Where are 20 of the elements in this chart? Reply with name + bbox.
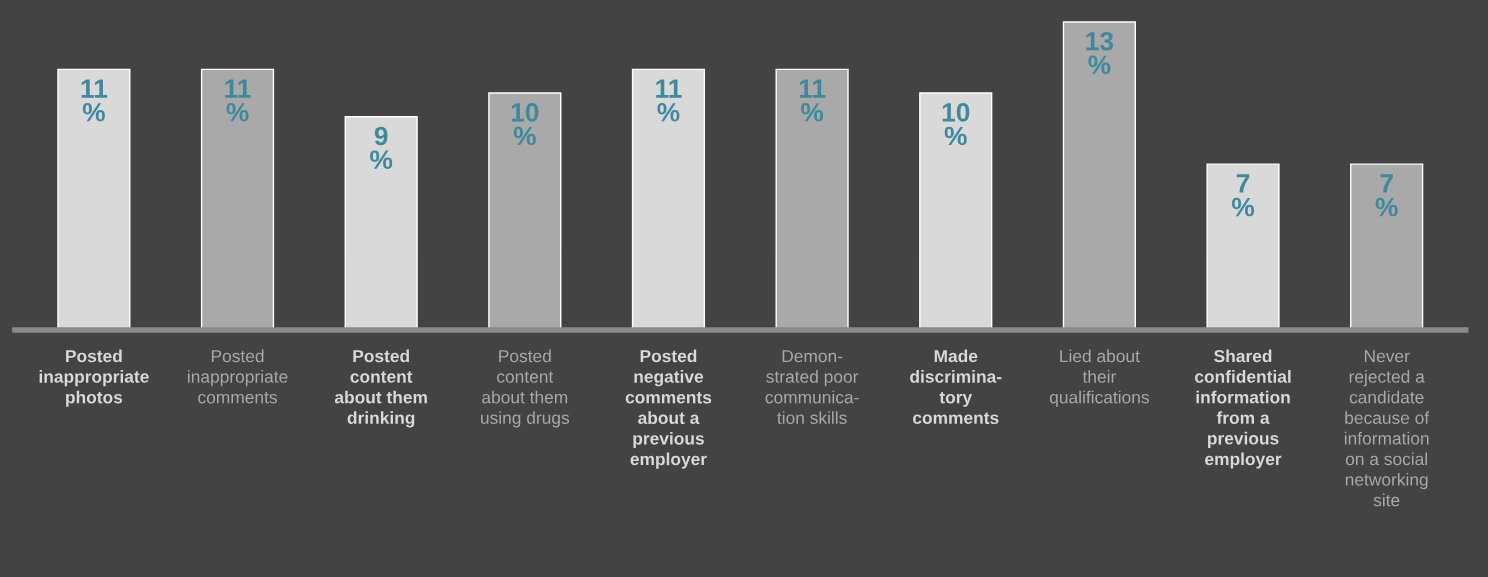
x-tick-label: Demon- strated poor communica- tion skills — [765, 350, 859, 424]
x-tick-label: Posted inappropriate comments — [188, 349, 288, 404]
data-label: 10 % — [511, 102, 539, 146]
x-tick-label: Posted content about them using drugs — [481, 349, 570, 428]
x-tick-label: Posted negative comments about a previous employer — [625, 349, 712, 469]
data-label: 7 % — [1231, 174, 1255, 217]
data-label: 11 % — [81, 79, 108, 122]
data-label: 10 % — [942, 102, 970, 146]
data-label: 11 % — [656, 79, 682, 122]
x-tick-label: Posted content about them drinking — [334, 349, 427, 428]
x-tick-label: Shared confidential information from a previous employer — [1195, 349, 1291, 469]
x-tick-label: Never rejected a candidate because of information on a social networking site — [1344, 350, 1430, 507]
data-label: 11 % — [225, 79, 251, 122]
data-label: 11 % — [799, 79, 826, 122]
data-label: 13 % — [1086, 31, 1114, 75]
data-label: 7 % — [1375, 174, 1398, 217]
x-tick-label: Made discrimina- tory comments — [910, 349, 1002, 424]
x-tick-label: Lied about their qualifications — [1049, 349, 1149, 407]
data-label: 9 % — [370, 126, 393, 169]
x-tick-label: Posted inappropriate photos — [39, 349, 149, 407]
